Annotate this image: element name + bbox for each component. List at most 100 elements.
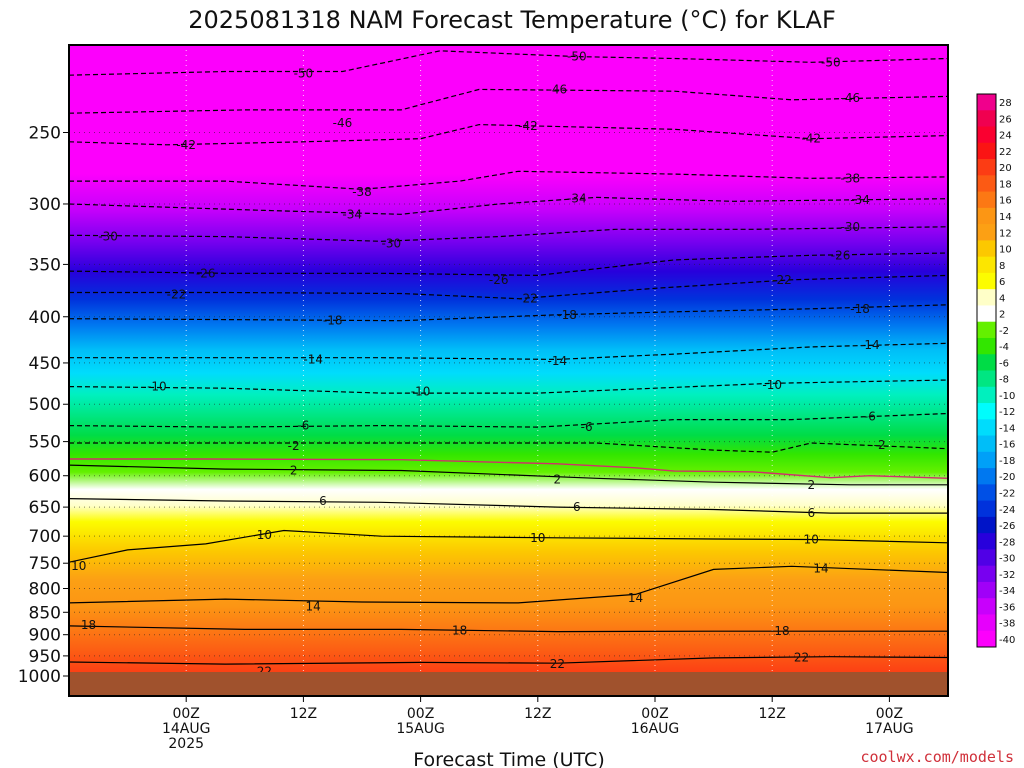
y-tick-label: 900 [29,626,61,646]
y-tick-label: 250 [29,123,61,143]
isotherm-line [69,50,948,76]
isotherm-label: -26 [489,273,509,287]
x-tick-label: 00Z [876,706,903,722]
colorbar-swatch [977,272,996,290]
isotherm-label: -26 [196,266,216,280]
isotherm-label: 14 [306,600,321,614]
colorbar-label: -16 [999,440,1015,451]
isotherm-line [69,379,948,394]
colorbar: 28 26 24 22 20 18 16 14 12 10 8 6 4 2 -2 -4 -6 -8 -10 -12 -1… [976,93,1015,648]
colorbar-label: -40 [999,635,1015,646]
isotherm-line [69,529,948,563]
isotherm-label: -30 [98,230,118,244]
isotherm-label: -50 [567,50,587,64]
colorbar-label: -6 [999,358,1009,369]
isotherm-labels: -54 -50 -50 -50 -46 -46 -46 -42 -42 -42 -38 -38 -34 -… [71,24,885,679]
colorbar-label: -2 [999,326,1009,337]
isotherm-label: 22 [794,651,809,665]
isotherm-label: -30 [381,237,401,251]
colorbar-swatch [977,126,996,144]
colorbar-swatch [977,256,996,274]
y-tick-label: 700 [29,527,61,547]
ground-layer [69,672,948,696]
colorbar-swatch [977,289,996,306]
colorbar-label: -12 [999,407,1015,418]
isotherm-label: 6 [573,500,581,514]
isotherm-label: -18 [850,302,870,316]
isotherm-label: -34 [342,207,362,221]
isotherm-label: 14 [813,561,828,575]
isotherm-label: 10 [530,531,545,545]
isotherm-label: -54 [850,24,870,38]
colorbar-swatch [977,598,996,615]
isotherm-label: 10 [804,533,819,547]
isotherm-label: 10 [71,559,86,573]
colorbar-frame [976,93,997,648]
colorbar-swatch [977,321,996,339]
isotherm-line [69,656,948,665]
x-tick-label: 00Z [407,706,434,722]
colorbar-label: 6 [999,277,1005,288]
isotherm-label: -18 [323,314,343,328]
plot-area: -54 -50 -50 -50 -46 -46 -46 -42 -42 -42 -38 -38 -34 -… [69,24,948,696]
colorbar-swatch [977,500,996,518]
y-tick-label: 650 [29,498,61,518]
isotherm-line [69,226,948,242]
colorbar-label: 20 [999,163,1012,174]
colorbar-swatch [977,419,996,437]
isotherm-label: -22 [167,288,187,302]
x-tick-label: 15AUG [396,721,445,737]
isotherm-label: 2 [554,473,562,487]
isotherm-label: -22 [772,273,792,287]
x-axis-label: Forecast Time (UTC) [413,749,604,768]
colorbar-label: 4 [999,293,1005,304]
colorbar-swatch [977,614,996,632]
isotherm-label: -10 [147,380,167,394]
colorbar-label: -20 [999,472,1015,483]
colorbar-label: -14 [999,423,1015,434]
colorbar-swatch [977,207,996,225]
isotherm-label: -46 [841,91,861,105]
colorbar-label: 18 [999,179,1012,190]
isotherm-label: -6 [581,420,593,434]
isotherm-line [69,170,948,190]
isotherm-label: 18 [81,618,96,632]
colorbar-label: 14 [999,212,1012,223]
colorbar-label: 24 [999,131,1012,142]
colorbar-label: -22 [999,488,1015,499]
y-tick-label: 750 [29,554,61,574]
isotherm-label: -42 [801,132,821,146]
x-tick-label: 12Z [524,706,551,722]
colorbar-label: 22 [999,147,1012,158]
x-tick-label: 12Z [290,706,317,722]
isotherm-line [69,412,948,428]
colorbar-swatch [977,305,996,323]
colorbar-label: -26 [999,521,1015,532]
isotherm-label: -14 [303,352,323,366]
isotherm-label: -46 [548,82,568,96]
isotherm-label: -26 [831,248,851,262]
colorbar-swatch [977,175,996,193]
y-tick-label: 850 [29,603,61,623]
watermark: coolwx.com/models [860,748,1014,766]
isotherm-label: -10 [411,384,431,398]
colorbar-swatch [977,386,996,404]
y-tick-label: 300 [29,195,61,215]
isotherm-line [69,464,948,486]
colorbar-label: 10 [999,245,1012,256]
colorbar-swatch [977,191,996,209]
x-tick-label: 17AUG [865,721,914,737]
colorbar-swatch [977,484,996,502]
colorbar-label: 28 [999,98,1012,109]
x-tick-label: 00Z [172,706,199,722]
isotherm-line [69,88,948,114]
isotherm-line [69,498,948,514]
isotherm-line [69,304,948,322]
y-tick-label: 550 [29,433,61,453]
isotherm-line [69,342,948,361]
colorbar-label: -30 [999,554,1015,565]
y-axis: 250 300 350 400 450 500 550 600 650 700 750 800 850 9… [18,123,69,687]
colorbar-swatch [977,403,996,420]
isotherm-label: -34 [850,193,870,207]
isotherm-label: 2 [290,463,298,477]
